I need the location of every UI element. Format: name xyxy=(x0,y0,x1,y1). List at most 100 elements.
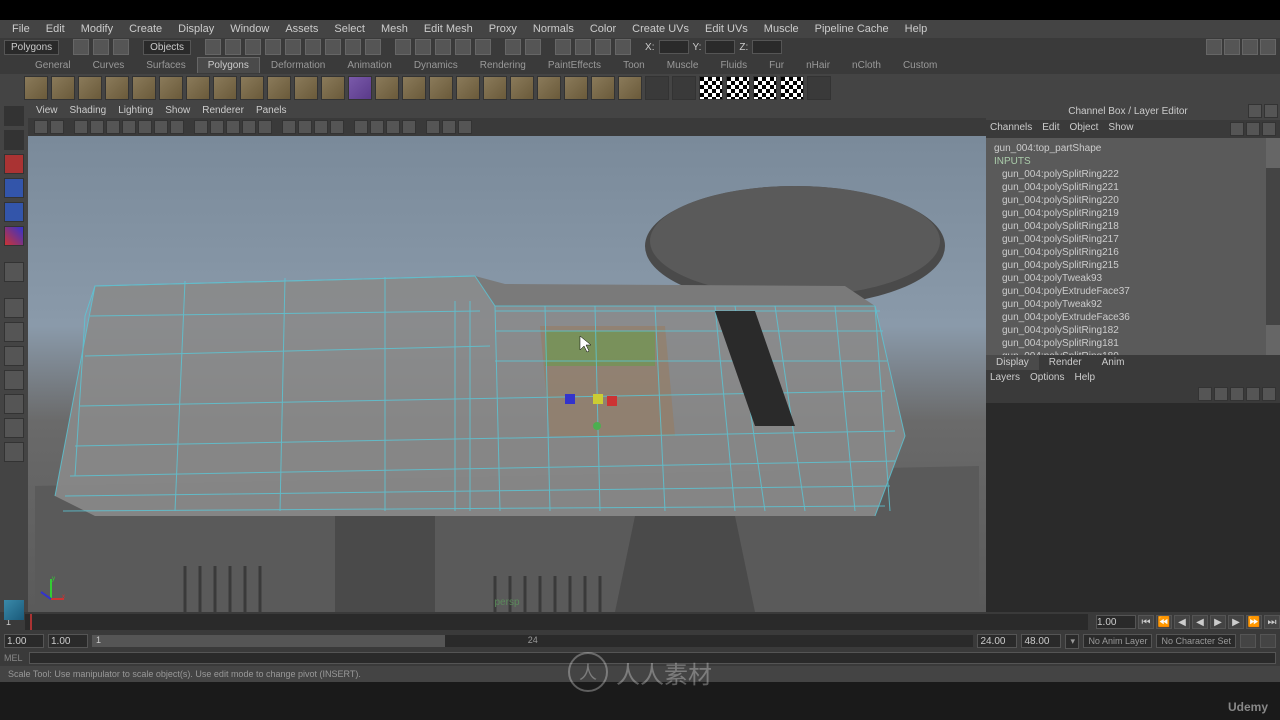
vp-film-icon[interactable] xyxy=(106,120,120,134)
panel-icon-2[interactable] xyxy=(1264,104,1278,118)
step-fwd-key-icon[interactable]: ⏩ xyxy=(1246,615,1262,629)
range-end-outer[interactable] xyxy=(1021,634,1061,648)
snap-icon-5[interactable] xyxy=(475,39,491,55)
panel-icon-1[interactable] xyxy=(1248,104,1262,118)
history-item[interactable]: gun_004:polyExtrudeFace37 xyxy=(990,285,1276,298)
history-item[interactable]: gun_004:polySplitRing221 xyxy=(990,181,1276,194)
shelf-tab-deformation[interactable]: Deformation xyxy=(260,57,336,73)
timeline-track[interactable] xyxy=(25,614,1088,630)
layout-custom-icon[interactable] xyxy=(4,442,24,462)
poly-cone-icon[interactable] xyxy=(105,76,129,100)
vp-tex-icon[interactable] xyxy=(226,120,240,134)
shelf-tab-nhair[interactable]: nHair xyxy=(795,57,841,73)
ch-icon-2[interactable] xyxy=(1246,122,1260,136)
shelf-tab-painteffects[interactable]: PaintEffects xyxy=(537,57,612,73)
poly-cube-icon[interactable] xyxy=(51,76,75,100)
shelf-tab-dynamics[interactable]: Dynamics xyxy=(403,57,469,73)
sidebar-toggle-1[interactable] xyxy=(1206,39,1222,55)
tab-display[interactable]: Display xyxy=(986,355,1039,370)
scroll-thumb[interactable] xyxy=(1266,138,1280,168)
history-item[interactable]: gun_004:polySplitRing182 xyxy=(990,324,1276,337)
vp-grid-icon[interactable] xyxy=(90,120,104,134)
vp-bookmark-icon[interactable] xyxy=(50,120,64,134)
poly-plane-icon[interactable] xyxy=(132,76,156,100)
poly-bridge-icon[interactable] xyxy=(618,76,642,100)
history-item[interactable]: gun_004:polySplitRing222 xyxy=(990,168,1276,181)
poly-torus-icon[interactable] xyxy=(159,76,183,100)
poly-cylinder-icon[interactable] xyxy=(78,76,102,100)
layer-icon-4[interactable] xyxy=(1246,387,1260,401)
vp-aa-icon[interactable] xyxy=(386,120,400,134)
vp-xray-icon[interactable] xyxy=(314,120,328,134)
poly-separate-icon[interactable] xyxy=(375,76,399,100)
history-item[interactable]: gun_004:polyExtrudeFace36 xyxy=(990,311,1276,324)
play-back-icon[interactable]: ◀ xyxy=(1192,615,1208,629)
menu-pipeline[interactable]: Pipeline Cache xyxy=(807,21,897,37)
sel-icon-4[interactable] xyxy=(265,39,281,55)
layer-icon-2[interactable] xyxy=(1214,387,1228,401)
move-tool-icon[interactable] xyxy=(4,178,24,198)
history-item[interactable]: gun_004:polySplitRing218 xyxy=(990,220,1276,233)
shelf-tab-polygons[interactable]: Polygons xyxy=(197,57,260,73)
select-mode-dropdown[interactable]: Objects xyxy=(143,40,191,55)
viewport-3d[interactable]: y x persp xyxy=(28,136,986,612)
ch-icon-1[interactable] xyxy=(1230,122,1244,136)
poly-append-icon[interactable] xyxy=(645,76,669,100)
history-item[interactable]: gun_004:polySplitRing220 xyxy=(990,194,1276,207)
hist-icon-1[interactable] xyxy=(505,39,521,55)
poly-soccer-icon[interactable] xyxy=(294,76,318,100)
history-item[interactable]: gun_004:polySplitRing215 xyxy=(990,259,1276,272)
poly-pipe-icon[interactable] xyxy=(240,76,264,100)
vp-safe-icon[interactable] xyxy=(154,120,168,134)
menu-select[interactable]: Select xyxy=(326,21,373,37)
goto-start-icon[interactable]: ⏮ xyxy=(1138,615,1154,629)
shelf-tab-ncloth[interactable]: nCloth xyxy=(841,57,892,73)
scrollbar[interactable] xyxy=(1266,138,1280,355)
menu-edit[interactable]: Edit xyxy=(38,21,73,37)
channel-list[interactable]: gun_004:top_partShape INPUTS gun_004:pol… xyxy=(986,138,1280,355)
mode-dropdown[interactable]: Polygons xyxy=(4,40,59,55)
shelf-tab-curves[interactable]: Curves xyxy=(82,57,136,73)
history-item[interactable]: gun_004:polySplitRing216 xyxy=(990,246,1276,259)
poly-helix-icon[interactable] xyxy=(267,76,291,100)
save-scene-icon[interactable] xyxy=(113,39,129,55)
layer-menu-options[interactable]: Options xyxy=(1030,372,1064,383)
menu-muscle[interactable]: Muscle xyxy=(756,21,807,37)
history-item[interactable]: gun_004:polyTweak92 xyxy=(990,298,1276,311)
shelf-tab-animation[interactable]: Animation xyxy=(336,57,402,73)
uv-editor-icon[interactable] xyxy=(807,76,831,100)
vp-iso-icon[interactable] xyxy=(298,120,312,134)
vp-menu-show[interactable]: Show xyxy=(165,105,190,116)
menu-assets[interactable]: Assets xyxy=(277,21,326,37)
vp-ao-icon[interactable] xyxy=(354,120,368,134)
goto-end-icon[interactable]: ⏭ xyxy=(1264,615,1280,629)
current-frame-input[interactable] xyxy=(1096,615,1136,629)
layout-outliner-icon[interactable] xyxy=(4,394,24,414)
menu-color[interactable]: Color xyxy=(582,21,624,37)
tab-anim[interactable]: Anim xyxy=(1092,355,1135,370)
menu-window[interactable]: Window xyxy=(222,21,277,37)
history-item[interactable]: gun_004:polyTweak93 xyxy=(990,272,1276,285)
layer-menu-layers[interactable]: Layers xyxy=(990,372,1020,383)
open-scene-icon[interactable] xyxy=(93,39,109,55)
vp-res-icon[interactable] xyxy=(122,120,136,134)
sel-icon-1[interactable] xyxy=(205,39,221,55)
layer-menu-help[interactable]: Help xyxy=(1074,372,1095,383)
anim-layer-dropdown[interactable]: No Anim Layer xyxy=(1083,634,1152,648)
shelf-tab-toon[interactable]: Toon xyxy=(612,57,656,73)
uv-spherical-icon[interactable] xyxy=(753,76,777,100)
poly-mirror-icon[interactable] xyxy=(564,76,588,100)
new-scene-icon[interactable] xyxy=(73,39,89,55)
menu-editmesh[interactable]: Edit Mesh xyxy=(416,21,481,37)
sidebar-toggle-2[interactable] xyxy=(1224,39,1240,55)
range-start-outer[interactable] xyxy=(4,634,44,648)
layout-four-icon[interactable] xyxy=(4,322,24,342)
poly-combine-icon[interactable] xyxy=(348,76,372,100)
vp-gate-icon[interactable] xyxy=(138,120,152,134)
y-input[interactable] xyxy=(705,40,735,54)
prefs-icon[interactable] xyxy=(1260,634,1276,648)
range-track[interactable]: 1 24 xyxy=(92,635,973,647)
vp-smooth-icon[interactable] xyxy=(210,120,224,134)
vp-expose-icon[interactable] xyxy=(426,120,440,134)
ch-menu-show[interactable]: Show xyxy=(1108,122,1133,136)
